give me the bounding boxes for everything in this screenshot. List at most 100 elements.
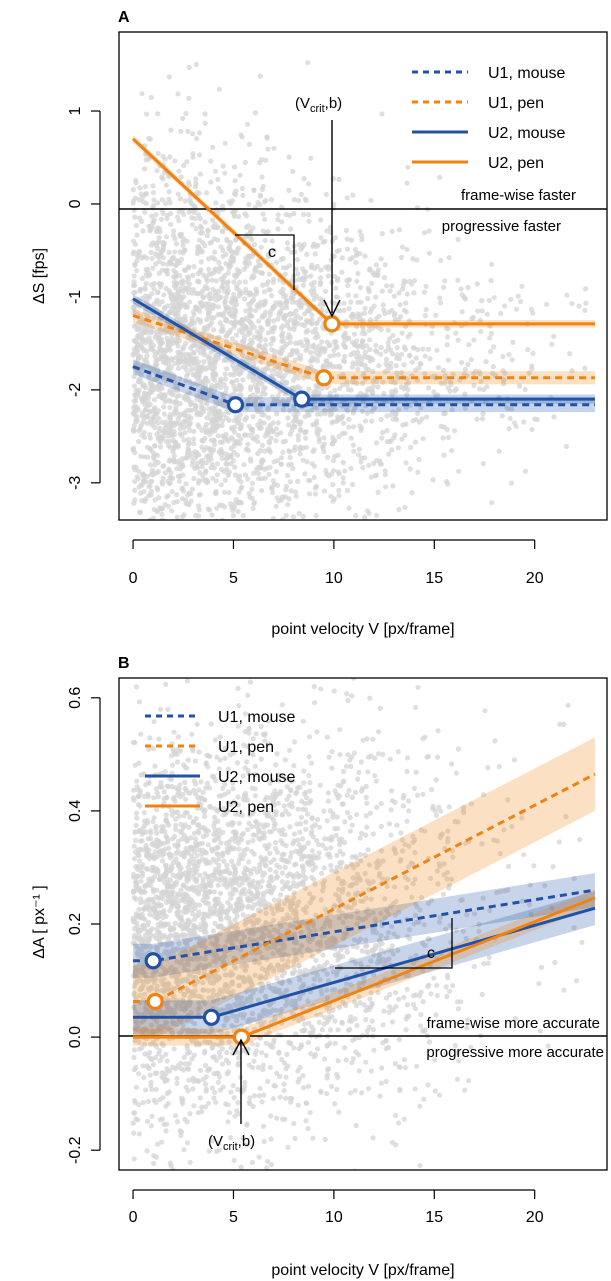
y-tick-label: -1 bbox=[67, 290, 84, 304]
scatter-point bbox=[197, 304, 203, 310]
scatter-point bbox=[267, 440, 273, 446]
scatter-point bbox=[379, 288, 385, 294]
scatter-point bbox=[272, 579, 277, 584]
scatter-point bbox=[387, 288, 393, 294]
scatter-point bbox=[461, 809, 467, 816]
scatter-point bbox=[511, 420, 518, 426]
scatter-point bbox=[367, 347, 373, 353]
scatter-point bbox=[320, 365, 326, 371]
scatter-point bbox=[250, 545, 255, 550]
scatter-point bbox=[310, 895, 316, 901]
scatter-point bbox=[264, 134, 270, 140]
scatter-point bbox=[416, 365, 422, 371]
scatter-point bbox=[171, 228, 177, 234]
scatter-point bbox=[160, 210, 166, 216]
scatter-point bbox=[261, 804, 267, 810]
scatter-point bbox=[154, 253, 160, 259]
scatter-point bbox=[259, 878, 265, 884]
scatter-point bbox=[203, 523, 208, 528]
scatter-point bbox=[583, 300, 589, 306]
scatter-point bbox=[335, 1058, 341, 1064]
scatter-point bbox=[151, 406, 157, 412]
scatter-point bbox=[144, 444, 150, 450]
scatter-point bbox=[425, 385, 431, 391]
scatter-point bbox=[206, 1148, 212, 1154]
scatter-point bbox=[403, 300, 409, 306]
scatter-point bbox=[238, 563, 243, 568]
scatter-point bbox=[179, 602, 184, 607]
scatter-point bbox=[296, 197, 302, 204]
scatter-point bbox=[441, 861, 447, 867]
scatter-point bbox=[280, 286, 286, 292]
scatter-point bbox=[246, 566, 251, 571]
scatter-point bbox=[310, 449, 316, 455]
scatter-point bbox=[225, 357, 231, 363]
scatter-point bbox=[416, 456, 422, 463]
scatter-point bbox=[381, 275, 387, 281]
scatter-point bbox=[165, 478, 171, 485]
scatter-point bbox=[219, 1061, 226, 1067]
scatter-point bbox=[312, 491, 318, 497]
scatter-point bbox=[343, 1186, 348, 1191]
scatter-point bbox=[509, 357, 515, 363]
scatter-point bbox=[168, 337, 174, 344]
scatter-point bbox=[344, 487, 351, 494]
scatter-point bbox=[252, 771, 258, 778]
scatter-point bbox=[150, 190, 157, 196]
scatter-point bbox=[379, 111, 385, 117]
scatter-point bbox=[228, 240, 234, 246]
scatter-point bbox=[449, 448, 455, 454]
scatter-point bbox=[343, 1057, 349, 1063]
scatter-point bbox=[282, 271, 288, 277]
scatter-point bbox=[316, 390, 322, 396]
scatter-point bbox=[247, 812, 253, 818]
scatter-point bbox=[133, 222, 139, 229]
scatter-point bbox=[188, 415, 194, 421]
scatter-point bbox=[435, 365, 442, 371]
scatter-point bbox=[399, 286, 405, 292]
scatter-point bbox=[183, 481, 189, 487]
scatter-point bbox=[144, 542, 149, 547]
scatter-point bbox=[164, 271, 171, 277]
scatter-point bbox=[486, 954, 492, 960]
scatter-point bbox=[154, 297, 160, 303]
scatter-point bbox=[175, 734, 182, 740]
scatter-point bbox=[193, 176, 199, 182]
scatter-point bbox=[319, 1027, 325, 1033]
scatter-point bbox=[389, 228, 395, 234]
scatter-point bbox=[353, 293, 359, 299]
scatter-point bbox=[152, 763, 158, 769]
scatter-point bbox=[294, 521, 299, 526]
scatter-point bbox=[172, 360, 178, 366]
scatter-point bbox=[291, 528, 296, 533]
scatter-point bbox=[172, 541, 177, 546]
scatter-point bbox=[227, 452, 233, 458]
scatter-point bbox=[228, 501, 234, 507]
scatter-point bbox=[163, 360, 169, 366]
scatter-point bbox=[254, 568, 259, 573]
scatter-point bbox=[388, 360, 394, 366]
scatter-point bbox=[390, 332, 396, 339]
scatter-point bbox=[221, 994, 227, 1000]
scatter-point bbox=[314, 420, 320, 426]
scatter-point bbox=[182, 247, 188, 253]
scatter-point bbox=[223, 339, 229, 345]
scatter-point bbox=[193, 513, 199, 519]
scatter-point bbox=[210, 371, 216, 377]
scatter-point bbox=[231, 449, 237, 455]
scatter-point bbox=[159, 1054, 165, 1060]
scatter-point bbox=[249, 435, 256, 441]
scatter-point bbox=[401, 307, 407, 313]
scatter-point bbox=[137, 185, 143, 191]
scatter-point bbox=[201, 386, 207, 392]
scatter-point bbox=[169, 296, 175, 302]
scatter-point bbox=[243, 213, 250, 219]
scatter-point bbox=[255, 258, 261, 264]
scatter-point bbox=[295, 437, 301, 443]
scatter-point bbox=[134, 232, 140, 238]
scatter-point bbox=[199, 1104, 205, 1110]
scatter-point bbox=[173, 404, 179, 410]
scatter-point bbox=[216, 259, 222, 266]
scatter-point bbox=[270, 1096, 276, 1102]
scatter-point bbox=[341, 986, 347, 992]
